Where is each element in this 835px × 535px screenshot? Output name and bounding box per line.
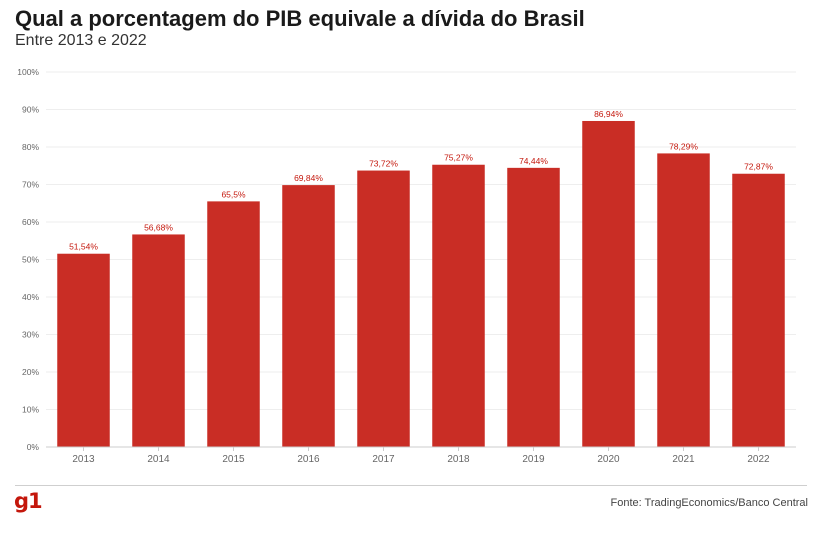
- bar-value-label: 69,84%: [294, 173, 323, 183]
- y-tick-label: 10%: [22, 405, 39, 415]
- x-tick-label: 2013: [72, 454, 95, 465]
- chart-subtitle: Entre 2013 e 2022: [15, 32, 147, 49]
- bar-value-label: 74,44%: [519, 156, 548, 166]
- bar-value-label: 56,68%: [144, 222, 173, 232]
- y-tick-label: 80%: [22, 142, 39, 152]
- x-tick-label: 2016: [297, 454, 320, 465]
- bar: [432, 164, 485, 448]
- y-tick-label: 60%: [22, 217, 39, 227]
- x-tick-label: 2019: [522, 454, 545, 465]
- y-tick-label: 100%: [17, 67, 39, 77]
- x-tick-label: 2020: [597, 454, 620, 465]
- x-tick-label: 2022: [747, 454, 770, 465]
- x-tick-label: 2015: [222, 454, 245, 465]
- bar: [57, 253, 110, 447]
- bar-value-label: 78,29%: [669, 141, 698, 151]
- chart-title: Qual a porcentagem do PIB equivale a dív…: [15, 6, 585, 31]
- bar-chart: 0% 10% 20% 30% 40% 50% 60% 70% 80% 90% 100% 51,54% 2…: [17, 67, 796, 465]
- source-note: Fonte: TradingEconomics/Banco Central: [610, 497, 809, 509]
- bar: [732, 173, 785, 448]
- footer-divider: [15, 485, 807, 486]
- g1-logo: g1: [14, 489, 43, 513]
- x-tick-label: 2014: [147, 454, 170, 465]
- bar: [657, 153, 710, 447]
- bar-value-label: 51,54%: [69, 242, 98, 252]
- y-tick-label: 40%: [22, 292, 39, 302]
- bar: [207, 201, 260, 447]
- y-tick-label: 90%: [22, 105, 39, 115]
- bar-value-label: 75,27%: [444, 153, 473, 163]
- bar-value-label: 72,87%: [744, 162, 773, 172]
- bar: [507, 167, 560, 447]
- x-tick-label: 2017: [372, 454, 395, 465]
- bar-value-label: 86,94%: [594, 109, 623, 119]
- bar: [357, 170, 410, 448]
- y-tick-label: 30%: [22, 330, 39, 340]
- bar: [282, 185, 335, 447]
- y-tick-label: 20%: [22, 367, 39, 377]
- x-tick-label: 2018: [447, 454, 470, 465]
- y-tick-label: 50%: [22, 255, 39, 265]
- bar: [582, 120, 635, 447]
- y-tick-label: 70%: [22, 180, 39, 190]
- bar-value-label: 65,5%: [221, 189, 246, 199]
- x-tick-label: 2021: [672, 454, 695, 465]
- bar: [132, 234, 185, 447]
- bar-value-label: 73,72%: [369, 159, 398, 169]
- y-tick-label: 0%: [27, 442, 40, 452]
